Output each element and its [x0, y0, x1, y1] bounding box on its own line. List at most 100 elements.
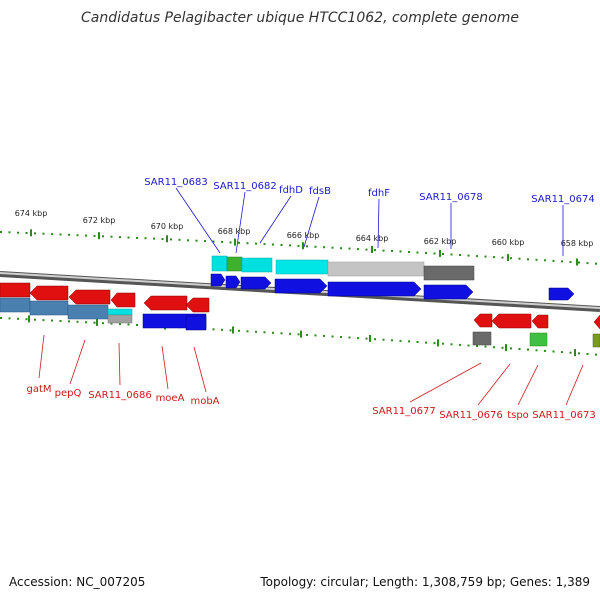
gene-label[interactable]: fdhF	[368, 188, 390, 199]
gene-label[interactable]: SAR11_0676	[439, 410, 503, 421]
scale-tick-label: 662 kbp	[424, 237, 457, 246]
scale-dot	[110, 322, 113, 325]
gene-label[interactable]: SAR11_0678	[419, 192, 483, 203]
feature-block[interactable]	[592, 333, 600, 348]
scale-dot	[323, 334, 325, 337]
feature-block[interactable]	[423, 265, 475, 281]
scale-dot	[8, 231, 11, 234]
forward-gene-arrow[interactable]	[548, 287, 575, 301]
gene-label[interactable]: moeA	[156, 393, 185, 404]
scale-tick-label: 668 kbp	[218, 227, 251, 236]
feature-block[interactable]	[67, 304, 109, 320]
scale-dot	[493, 256, 495, 259]
scale-dot	[263, 243, 266, 246]
reverse-gene-arrow[interactable]	[110, 292, 136, 308]
scale-major-tick	[302, 242, 304, 250]
scale-dot	[501, 346, 504, 349]
scale-dot	[59, 320, 62, 322]
scale-dot	[374, 249, 376, 252]
scale-tick-label: 666 kbp	[287, 231, 320, 240]
scale-dot	[535, 258, 538, 261]
scale-dot	[255, 330, 257, 333]
feature-block[interactable]	[241, 257, 273, 273]
scale-dot	[433, 252, 436, 255]
scale-dot	[331, 335, 334, 338]
feature-block[interactable]	[529, 332, 548, 347]
feature-block[interactable]	[472, 331, 492, 346]
scale-dot	[0, 317, 2, 319]
feature-block[interactable]	[107, 308, 133, 316]
reverse-gene-arrow[interactable]	[593, 314, 600, 330]
scale-dot	[153, 237, 155, 240]
scale-major-tick	[505, 344, 507, 352]
scale-dot	[170, 238, 172, 241]
scale-dot	[59, 233, 62, 236]
scale-dot	[93, 234, 96, 237]
scale-dot	[297, 244, 300, 247]
feature-block[interactable]	[211, 255, 228, 272]
scale-dot	[510, 347, 512, 350]
scale-dot	[552, 259, 555, 262]
forward-gene-arrow[interactable]	[210, 273, 226, 287]
reverse-gene-arrow[interactable]	[491, 313, 532, 329]
scale-dot	[110, 235, 113, 238]
gene-label[interactable]: SAR11_0677	[372, 406, 436, 417]
reverse-gene-arrow[interactable]	[531, 314, 549, 329]
gene-label[interactable]: mobA	[190, 396, 219, 407]
scale-dot	[42, 319, 45, 322]
gene-label[interactable]: SAR11_0682	[213, 181, 277, 192]
scale-dot	[306, 333, 308, 336]
scale-major-tick	[30, 229, 32, 237]
map-title: Candidatus Pelagibacter ubique HTCC1062,…	[81, 10, 519, 26]
feature-block[interactable]	[275, 259, 329, 275]
gene-label[interactable]: fdhD	[279, 185, 303, 196]
scale-dot	[340, 247, 342, 250]
feature-block[interactable]	[29, 300, 69, 316]
scale-dot	[187, 239, 189, 242]
forward-gene-arrow[interactable]	[274, 278, 328, 294]
gene-label[interactable]: SAR11_0673	[532, 410, 596, 421]
scale-major-tick	[300, 330, 302, 338]
feature-block[interactable]	[226, 256, 243, 272]
scale-major-tick	[439, 249, 441, 257]
reverse-gene-arrow[interactable]	[29, 285, 69, 301]
feature-block[interactable]	[107, 314, 133, 324]
gene-label[interactable]: fdsB	[309, 186, 331, 197]
gene-label[interactable]: pepQ	[55, 388, 82, 399]
gene-label[interactable]: gatM	[26, 384, 51, 395]
reverse-gene-arrow[interactable]	[143, 295, 188, 311]
feature-block[interactable]	[0, 297, 31, 313]
scale-dot	[578, 352, 580, 355]
scale-dot	[221, 328, 223, 331]
scale-dot	[212, 240, 215, 243]
feature-block[interactable]	[185, 315, 207, 331]
feature-track-lower	[0, 297, 600, 348]
scale-dot	[595, 262, 597, 265]
reverse-gene-arrow[interactable]	[185, 297, 210, 313]
reverse-gene-arrow[interactable]	[473, 313, 493, 328]
forward-gene-arrow[interactable]	[423, 284, 474, 300]
scale-dot	[348, 336, 351, 339]
forward-gene-arrow[interactable]	[327, 281, 422, 297]
leader-lines-bottom	[38, 334, 584, 406]
scale-dot	[51, 233, 53, 236]
gene-label[interactable]: tspo	[507, 410, 529, 421]
scale-dot	[221, 240, 223, 243]
scale-tick-label: 672 kbp	[83, 216, 116, 225]
forward-gene-arrow[interactable]	[240, 276, 272, 290]
reverse-gene-arrow[interactable]	[0, 282, 31, 298]
scale-dot	[17, 317, 19, 320]
scale-major-tick	[166, 235, 168, 243]
forward-gene-arrow[interactable]	[225, 275, 241, 289]
gene-label[interactable]: SAR11_0674	[531, 194, 595, 205]
scale-dot	[136, 324, 138, 326]
scale-dot	[544, 349, 546, 352]
reverse-gene-arrow[interactable]	[68, 289, 111, 305]
gene-label[interactable]: SAR11_0683	[144, 177, 208, 188]
gene-label[interactable]: SAR11_0686	[88, 390, 152, 401]
feature-block[interactable]	[327, 261, 425, 277]
scale-dot	[178, 238, 181, 241]
scale-dot	[272, 243, 274, 246]
scale-dot	[391, 339, 393, 342]
scale-major-tick	[507, 254, 509, 262]
